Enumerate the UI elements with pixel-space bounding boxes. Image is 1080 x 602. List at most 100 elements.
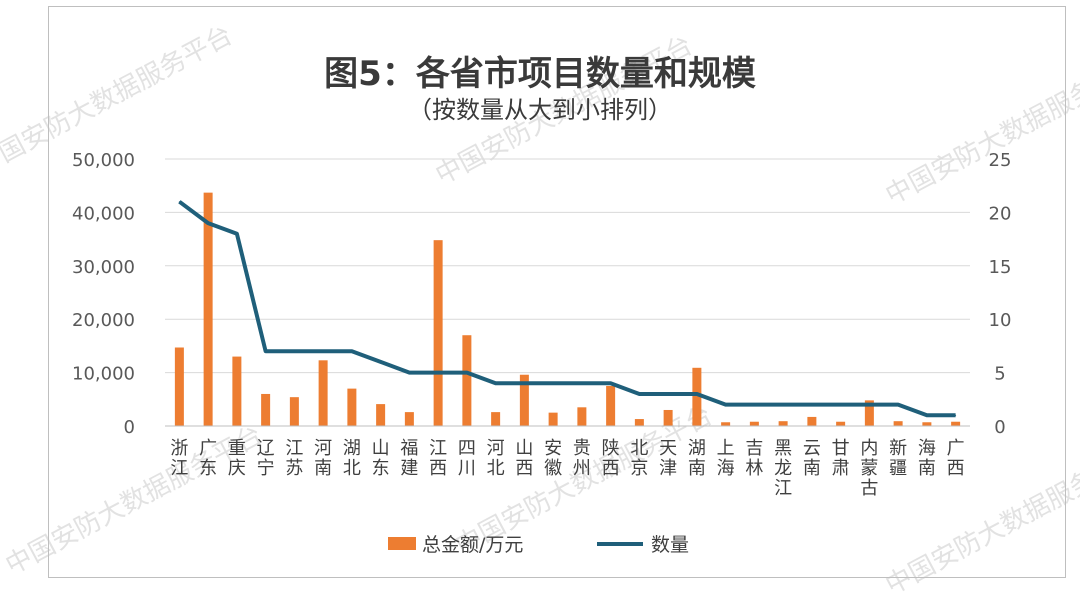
legend-line-label: 数量 [651,534,689,556]
x-tick-char: 海 [717,458,735,479]
x-tick-label: 黑龙江 [774,438,792,499]
bar [778,421,788,426]
x-tick-label: 重庆 [228,438,246,479]
grid-layer [165,158,970,374]
bar [548,412,558,426]
line-point [955,414,957,416]
line-point [638,393,640,395]
line-point [897,404,899,406]
line-point [265,350,267,352]
x-tick-char: 河 [314,438,332,459]
bar [376,404,386,426]
x-tick-char: 湖 [688,438,706,459]
x-tick-label: 浙江 [170,438,188,479]
bar [203,192,213,426]
x-tick-char: 西 [947,458,965,479]
x-tick-label: 广西 [947,438,965,479]
x-tick-char: 江 [429,438,447,459]
count-line [178,200,956,418]
line-point [437,372,439,374]
bar [951,421,961,426]
y-right-tick-label: 25 [989,150,1012,171]
bar [433,240,443,426]
x-tick-char: 广 [947,438,965,459]
x-tick-label: 四川 [458,438,476,479]
line-point [408,372,410,374]
line-point [926,414,928,416]
x-tick-label: 内蒙古 [860,438,878,499]
bar [692,367,702,426]
x-tick-char: 山 [515,438,533,459]
x-tick-char: 江 [285,438,303,459]
x-tick-label: 海南 [918,438,936,479]
bar [261,393,271,426]
bar [634,419,644,426]
x-tick-char: 南 [918,458,936,479]
bar [893,421,903,426]
x-tick-label: 天津 [659,438,677,479]
x-tick-char: 建 [400,458,418,479]
x-tick-char: 天 [659,438,677,459]
bar [864,400,874,426]
x-tick-char: 上 [717,438,735,459]
x-tick-label: 湖南 [688,438,706,479]
x-tick-label: 新疆 [889,438,907,479]
line-point [840,404,842,406]
x-tick-char: 山 [372,438,390,459]
x-tick-label: 广东 [199,438,217,479]
line-point [610,382,612,384]
x-tick-char: 南 [803,458,821,479]
x-tick-label: 辽宁 [257,438,275,479]
x-tick-label: 河南 [314,438,332,479]
x-tick-char: 江 [774,478,792,499]
x-tick-char: 吉 [745,438,763,459]
bar [519,374,529,426]
x-tick-char: 内 [860,438,878,459]
x-tick-char: 贵 [573,438,591,459]
line-point [868,404,870,406]
x-tick-label: 吉林 [745,438,763,479]
bar-layer [174,192,961,426]
legend-bar-swatch [388,537,416,550]
line-layer [178,200,957,418]
x-tick-char: 津 [659,458,677,479]
line-point [178,201,180,203]
x-tick-char: 北 [343,458,361,479]
x-tick-char: 古 [860,478,878,499]
x-tick-char: 四 [458,438,476,459]
x-tick-char: 西 [515,458,533,479]
line-point [293,350,295,352]
y-left-tick-label: 50,000 [72,150,135,171]
x-tick-label: 湖北 [343,438,361,479]
x-tick-char: 安 [544,438,562,459]
y-right-tick-label: 0 [994,417,1005,438]
x-tick-char: 蒙 [860,458,878,479]
x-tick-char: 北 [630,438,648,459]
x-tick-char: 江 [170,458,188,479]
bar [807,416,817,426]
line-point [696,393,698,395]
bar [922,422,932,426]
bar [721,422,731,426]
chart-frame [48,6,1066,578]
bar [232,356,242,426]
y-left-tick-label: 20,000 [72,310,135,331]
line-point [581,382,583,384]
x-tick-label: 江西 [429,438,447,479]
x-tick-char: 川 [458,458,476,479]
x-tick-char: 京 [630,458,648,479]
x-tick-label: 安徽 [544,438,562,479]
x-tick-char: 疆 [889,458,907,479]
x-tick-char: 北 [487,458,505,479]
chart-title: 图5：各省市项目数量和规模 [324,54,756,94]
x-tick-label: 江苏 [285,438,303,479]
x-tick-label: 上海 [717,438,735,479]
line-point [495,382,497,384]
y-right-tick-label: 20 [989,203,1012,224]
x-tick-label: 贵州 [573,438,591,479]
x-tick-char: 肃 [832,458,850,479]
legend-bar-label: 总金额/万元 [422,534,523,556]
line-point [667,393,669,395]
line-point [207,222,209,224]
x-tick-char: 浙 [170,438,188,459]
